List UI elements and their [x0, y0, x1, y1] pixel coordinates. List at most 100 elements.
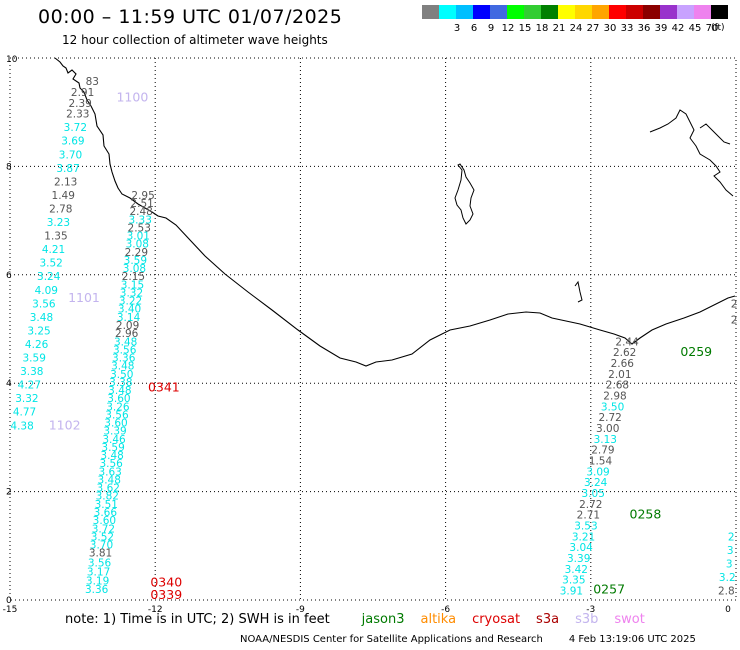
swh-value: 3.56 — [99, 458, 123, 470]
legend-label: 12 — [501, 23, 515, 34]
swh-value: 3.25 — [27, 325, 50, 337]
swh-value: 3.70 — [59, 149, 82, 161]
lon-tick-label: -3 — [586, 605, 595, 615]
swh-value: 2 — [731, 315, 738, 327]
swh-value: 3.62 — [97, 483, 120, 495]
satellite-name: s3b — [575, 612, 599, 627]
swh-value: 2.96 — [115, 328, 139, 340]
swh-value: 3.50 — [601, 401, 624, 413]
swh-value: 3.23 — [47, 217, 70, 229]
swh-value: 1.49 — [52, 190, 75, 202]
legend-label: 3 — [453, 23, 461, 34]
swh-value: 3.70 — [90, 540, 113, 552]
lat-tick-label: 4 — [6, 379, 12, 389]
pass-time-label: 1102 — [49, 417, 81, 432]
legend-label: 9 — [487, 23, 495, 34]
swh-value: 3.05 — [582, 488, 605, 500]
legend-swatch — [609, 5, 626, 19]
swh-value: 3.24 — [584, 477, 608, 489]
swh-value: 2.71 — [577, 510, 600, 522]
legend-swatch — [643, 5, 660, 19]
generated-timestamp: 4 Feb 13:19:06 UTC 2025 — [568, 634, 696, 645]
swh-value: 3.38 — [20, 366, 43, 378]
footnote-text: note: 1) Time is in UTC; 2) SWH is in fe… — [65, 612, 330, 627]
lat-tick-label: 0 — [6, 596, 12, 606]
legend-swatch — [592, 5, 609, 19]
legend-label: 42 — [671, 23, 685, 34]
swh-value: 2.95 — [131, 190, 154, 202]
pass-time-label: 0340 — [150, 574, 182, 589]
swh-value: 83 — [86, 76, 99, 88]
swh-value: 3.09 — [586, 466, 609, 478]
swh-value: 2.8 — [718, 586, 735, 598]
swh-value: 2.98 — [603, 390, 626, 402]
swh-value: 2.13 — [54, 176, 77, 188]
legend-swatch — [439, 5, 456, 19]
swh-value: 3.2 — [719, 572, 736, 584]
swh-value: 3.36 — [112, 353, 136, 365]
pass-time-label: 1100 — [116, 89, 148, 104]
swh-value: 3.52 — [91, 531, 114, 543]
swh-value: 2.79 — [591, 445, 614, 457]
swh-value: 3.48 — [114, 336, 137, 348]
swh-value: 3.69 — [61, 136, 84, 148]
swh-value: 2.33 — [66, 109, 89, 121]
swh-value: 3.81 — [89, 548, 112, 560]
swh-value: 3.21 — [572, 531, 595, 543]
swh-value: 3.40 — [118, 304, 141, 316]
swh-value: 3.63 — [98, 466, 121, 478]
satellite-name: altika — [420, 612, 457, 627]
swh-value: 3.60 — [107, 393, 130, 405]
swh-value: 1.35 — [44, 231, 67, 243]
swh-value: 3.48 — [111, 361, 134, 373]
legend-label: 6 — [470, 23, 478, 34]
swh-value: 2.29 — [125, 247, 148, 259]
swh-value: 3.01 — [127, 231, 150, 243]
swh-value: 3.19 — [86, 575, 109, 587]
swh-value: 3.48 — [108, 385, 131, 397]
swh-value: 3.22 — [119, 296, 142, 308]
credit-line: NOAA/NESDIS Center for Satellite Applica… — [240, 634, 696, 645]
swh-value: 2.09 — [116, 320, 139, 332]
swh-value: 3.42 — [565, 564, 588, 576]
pass-time-label: 1101 — [68, 290, 100, 305]
satellite-name: jason3 — [361, 612, 405, 627]
axis-labels: -15 -12 -9 -6 -3 0 0 2 4 6 8 10 — [3, 55, 731, 615]
swh-value: 3.59 — [101, 442, 124, 454]
kainji-lake — [649, 109, 734, 197]
swh-value: 2.72 — [598, 412, 621, 424]
legend-unit: (ft) — [711, 23, 725, 33]
footnote: note: 1) Time is in UTC; 2) SWH is in fe… — [65, 612, 645, 627]
swh-value: 3.26 — [106, 401, 130, 413]
swh-value: 2.01 — [608, 369, 631, 381]
map-title: 00:00 – 11:59 UTC 01/07/2025 — [38, 6, 343, 28]
swh-value: 2.68 — [606, 380, 629, 392]
pass-time-label: 0259 — [680, 344, 712, 359]
legend-swatch — [524, 5, 541, 19]
swh-value: 3.48 — [30, 312, 53, 324]
swh-value: 3.35 — [562, 575, 585, 587]
swh-value: 3.17 — [87, 567, 110, 579]
credit-agency: NOAA/NESDIS Center for Satellite Applica… — [240, 634, 543, 645]
lat-tick-label: 10 — [6, 55, 18, 65]
legend-swatch — [626, 5, 643, 19]
swh-value: 3.39 — [567, 553, 590, 565]
swh-value: 4.09 — [35, 285, 58, 297]
legend-swatch — [660, 5, 677, 19]
swh-value: 3.08 — [123, 263, 146, 275]
swh-value: 3.48 — [98, 474, 121, 486]
swh-value: 3.59 — [23, 353, 46, 365]
swh-value: 3.33 — [129, 214, 152, 226]
lat-tick-label: 6 — [6, 271, 12, 281]
swh-value: 3.24 — [37, 271, 61, 283]
satellite-name: swot — [614, 612, 645, 627]
swh-value: 4.38 — [10, 420, 33, 432]
legend-label: 18 — [535, 23, 549, 34]
swh-value: 2 — [731, 298, 738, 310]
swh-value: 3.32 — [15, 393, 38, 405]
swh-value: 2 — [728, 531, 735, 543]
swh-value: 3.50 — [110, 369, 133, 381]
swh-value: 3.04 — [569, 542, 593, 554]
